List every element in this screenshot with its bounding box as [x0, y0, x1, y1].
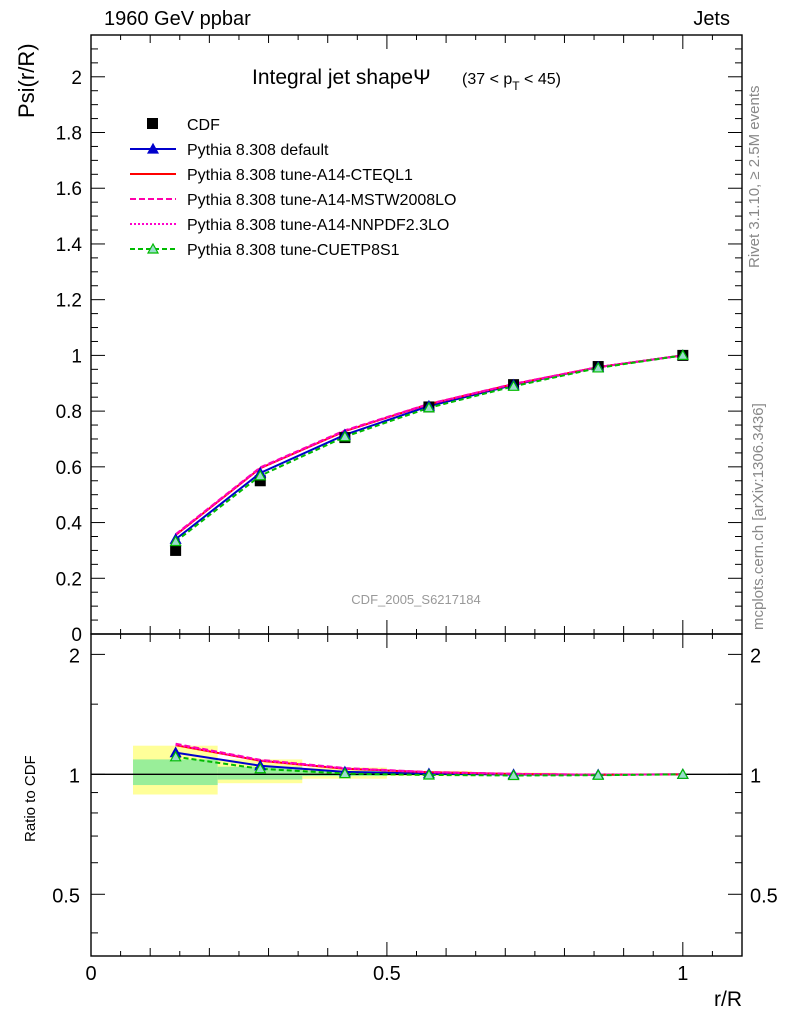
ratio-y-tick-label-right: 1	[750, 765, 761, 787]
y-tick-label: 0.8	[56, 402, 82, 423]
x-tick-label: 1	[677, 963, 688, 985]
header-category-label: Jets	[693, 8, 730, 30]
legend-label: Pythia 8.308 tune-CUETP8S1	[187, 242, 400, 259]
series-marker	[254, 469, 267, 481]
ratio-series-marker	[592, 768, 605, 780]
series-line	[175, 354, 683, 536]
y-tick-label: 0.4	[56, 514, 83, 535]
ratio-series-marker	[254, 762, 267, 774]
chart-title: Integral jet shapeΨ	[252, 66, 431, 89]
legend-label: Pythia 8.308 default	[187, 142, 329, 159]
series-line	[175, 354, 683, 543]
ratio-y-tick-label: 0.5	[52, 885, 80, 907]
legend-label: CDF	[187, 117, 220, 134]
ratio-y-tick-label: 1	[69, 765, 80, 787]
ratio-y-tick-label: 2	[69, 645, 80, 667]
series-marker	[338, 430, 351, 442]
ratio-series-marker	[422, 768, 435, 780]
series-line	[175, 354, 683, 541]
ratio-series-marker	[338, 767, 351, 779]
ratio-series-marker	[676, 768, 689, 779]
ratio-series-marker	[169, 750, 182, 762]
ratio-stat-uncertainty-band	[133, 759, 218, 786]
series-marker	[507, 380, 520, 391]
legend-marker	[146, 242, 160, 254]
y-tick-label: 0.6	[56, 458, 82, 479]
series-marker	[422, 401, 435, 413]
chart-title-range: (37 < pT < 45)	[462, 71, 561, 93]
x-tick-label: 0.5	[373, 963, 401, 985]
y-tick-label: 0	[71, 625, 82, 646]
y-tick-label: 1.4	[56, 235, 83, 256]
legend-label: Pythia 8.308 tune-A14-NNPDF2.3LO	[187, 217, 449, 234]
y-tick-label: 1	[71, 346, 82, 367]
legend-label: Pythia 8.308 tune-A14-CTEQL1	[187, 167, 413, 184]
y-tick-label: 2	[71, 68, 82, 89]
y-tick-label: 1.6	[56, 179, 82, 200]
x-tick-label: 0	[85, 963, 96, 985]
series-line	[175, 354, 683, 536]
ratio-series-marker	[507, 769, 520, 781]
legend-marker-cdf	[147, 118, 158, 129]
series-marker	[676, 349, 689, 360]
ratio-y-tick-label-right: 2	[750, 645, 761, 667]
series-marker	[592, 361, 605, 373]
cdf-data-point	[170, 544, 182, 556]
legend-marker	[146, 142, 160, 154]
legend-label: Pythia 8.308 tune-A14-MSTW2008LO	[187, 192, 456, 209]
y-tick-label: 0.2	[56, 569, 82, 590]
y-tick-label: 1.8	[56, 124, 82, 145]
y-tick-label: 1.2	[56, 291, 82, 312]
series-line	[175, 354, 683, 536]
ratio-y-tick-label-right: 0.5	[750, 885, 778, 907]
series-marker	[169, 535, 182, 547]
header-process-label: 1960 GeV ppbar	[104, 8, 251, 30]
x-axis-label: r/R	[714, 988, 742, 1011]
ratio-plot-frame	[90, 633, 743, 957]
analysis-id-label: CDF_2005_S6217184	[351, 592, 480, 607]
cdf-data-point	[254, 475, 266, 487]
